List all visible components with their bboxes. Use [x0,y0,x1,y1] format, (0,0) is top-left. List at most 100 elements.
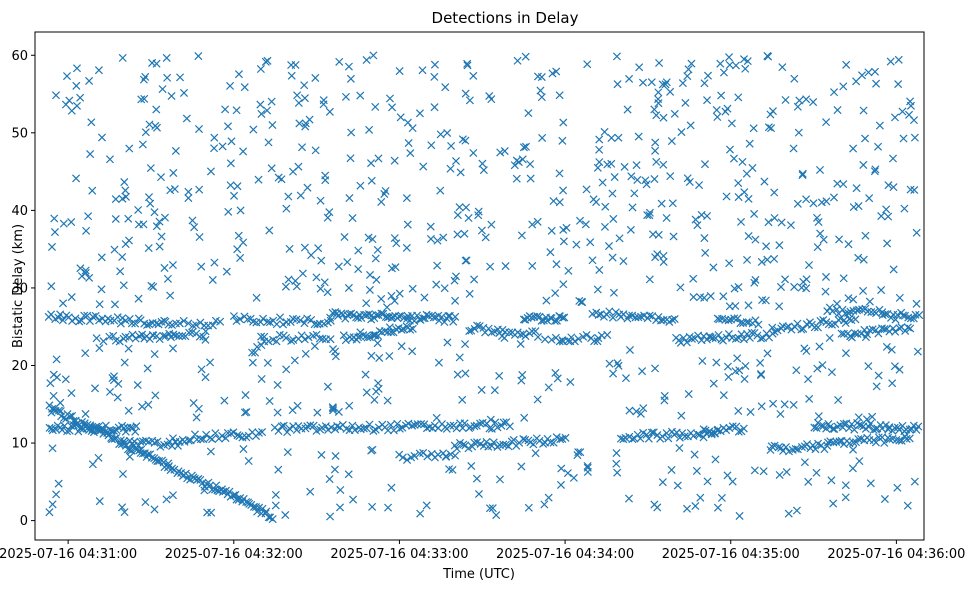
detection-point [594,310,603,319]
detection-point [251,503,261,512]
detection-point [613,80,622,89]
detection-point [757,257,766,266]
detection-point [514,158,523,167]
detection-point [638,78,648,87]
detection-point [48,444,57,453]
detection-point [76,424,85,433]
detection-point [915,311,924,320]
detection-point [533,332,543,342]
detection-point [905,434,914,443]
detection-point [728,477,737,486]
detection-point [495,371,504,380]
detection-point [178,331,187,340]
detection-point [731,334,740,343]
detection-point [486,262,495,271]
detection-point [838,305,847,314]
detection-point [427,141,436,150]
detection-point [537,73,546,82]
detection-point [290,356,299,365]
detection-point [263,358,272,367]
detection-point [526,160,535,169]
detection-point [905,110,914,119]
detection-point [651,138,660,147]
detection-point [462,203,471,212]
detection-point [146,164,155,173]
detection-point [912,299,921,308]
detection-point [627,172,636,181]
detection-point [546,438,555,447]
detection-point [47,282,56,291]
detection-point [815,165,825,174]
detection-point [821,272,831,281]
detection-point [639,404,648,413]
detection-point [784,509,793,518]
detection-point [812,213,822,222]
detection-point [118,469,127,479]
detection-point [859,160,868,169]
detection-point [251,348,260,357]
detection-point [560,313,569,322]
detection-point [518,370,527,379]
detection-point [743,57,752,66]
detection-point [776,409,785,419]
detection-point [368,235,377,244]
detection-point [188,321,198,330]
detection-point [373,339,382,348]
detection-point [276,313,285,322]
detection-point [582,330,591,340]
detection-point [365,420,374,429]
detection-point [500,147,509,156]
detection-point [521,52,530,61]
detection-point [650,105,659,114]
detection-point [891,315,900,324]
detection-point [283,448,292,457]
detection-point [911,310,920,319]
detection-point [575,216,585,225]
detection-point [557,464,566,473]
detection-point [436,130,445,139]
detection-point [556,480,565,489]
detection-point [474,207,483,216]
x-tick-label: 2025-07-16 04:36:00 [827,547,965,562]
detection-point [346,154,355,163]
detection-point [48,500,57,509]
detection-point [430,60,439,69]
detection-point [645,211,654,220]
detection-point [630,189,639,198]
detection-point [443,128,452,138]
detection-point [812,468,821,477]
detection-point [127,319,136,328]
detection-point [810,323,819,332]
detection-point [601,202,610,211]
detection-point [233,431,242,440]
detection-point [854,253,863,262]
detection-point [852,184,861,193]
detection-point [115,337,124,346]
detection-point [521,332,530,341]
detection-point [513,56,522,65]
detection-point [267,97,276,106]
detection-point [367,159,376,168]
detection-point [841,481,850,490]
detection-point [398,453,407,462]
detection-point [65,426,74,435]
detection-point [885,435,894,444]
detection-point [50,228,59,237]
detection-point [666,87,675,96]
detection-point [460,229,469,238]
detection-point [181,469,190,478]
detection-point [844,308,853,318]
detection-point [760,177,769,186]
detection-point [680,432,689,441]
detection-point [652,111,661,120]
detection-point [356,91,365,100]
detection-point [793,445,802,454]
detection-point [141,128,150,137]
detection-point [839,274,848,283]
detection-point [242,408,251,417]
detection-point [775,241,784,250]
detection-point [558,136,567,145]
detection-point [68,411,77,420]
detection-point [285,244,294,253]
